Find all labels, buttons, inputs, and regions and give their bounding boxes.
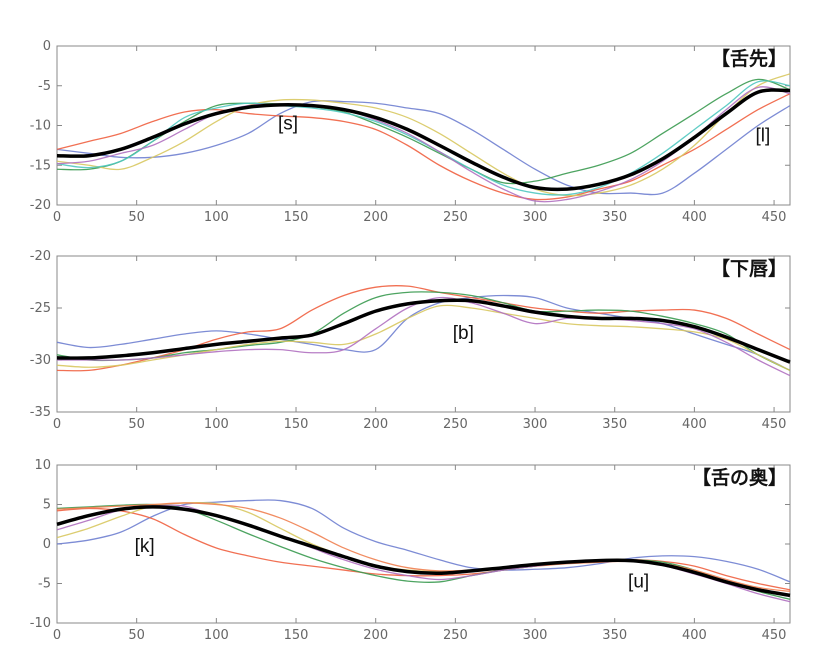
- y-tick-label: -15: [30, 158, 51, 173]
- trial-series-line: [56, 100, 791, 196]
- y-tick-label: 0: [43, 39, 51, 54]
- x-tick-label: 300: [523, 628, 548, 643]
- y-tick-label: -25: [30, 301, 51, 316]
- x-tick-label: 400: [682, 210, 707, 225]
- x-tick-label: 200: [363, 417, 388, 432]
- y-tick-label: -30: [30, 353, 51, 368]
- trial-series-line: [56, 507, 791, 591]
- x-tick-label: 250: [443, 628, 468, 643]
- x-tick-label: 200: [363, 210, 388, 225]
- x-tick-label: 0: [53, 628, 61, 643]
- phoneme-annotation: [k]: [135, 536, 155, 557]
- y-tick-label: -20: [30, 249, 51, 264]
- x-tick-label: 0: [53, 417, 61, 432]
- x-tick-label: 300: [523, 210, 548, 225]
- y-tick-label: 10: [34, 458, 51, 473]
- phoneme-annotation: [s]: [278, 113, 298, 134]
- x-tick-label: 100: [204, 417, 229, 432]
- y-tick-label: -10: [30, 119, 51, 134]
- y-tick-label: 5: [43, 498, 51, 513]
- x-tick-label: 450: [762, 210, 787, 225]
- x-tick-label: 400: [682, 417, 707, 432]
- mean-series-line: [56, 298, 791, 364]
- x-tick-label: 50: [128, 210, 145, 225]
- x-tick-label: 400: [682, 628, 707, 643]
- plot-area: [56, 255, 791, 413]
- x-tick-label: 150: [284, 628, 309, 643]
- subplot-title: 【舌の奥】: [692, 466, 787, 489]
- plot-area: [56, 464, 791, 624]
- subplot-1: 0 50 100 150 200 250 300 350 400 450 0 -5 -10 -15 -20 【…: [30, 39, 791, 225]
- mean-series-line: [56, 505, 791, 598]
- phoneme-annotation: [b]: [453, 323, 474, 344]
- x-tick-label: 450: [762, 417, 787, 432]
- y-tick-label: -5: [38, 79, 51, 94]
- x-tick-label: 100: [204, 210, 229, 225]
- x-tick-label: 150: [284, 210, 309, 225]
- trial-series-line: [56, 291, 791, 371]
- trial-series-line: [56, 80, 791, 196]
- y-tick-label: -20: [30, 198, 51, 213]
- y-tick-label: 0: [43, 537, 51, 552]
- x-tick-label: 50: [128, 417, 145, 432]
- x-tick-label: 350: [602, 417, 627, 432]
- subplot-2: 0 50 100 150 200 250 300 350 400 450 -20 -25 -30 -35 【…: [30, 249, 791, 432]
- y-tick-label: -35: [30, 405, 51, 420]
- x-tick-label: 350: [602, 210, 627, 225]
- x-tick-label: 100: [204, 628, 229, 643]
- subplot-title: 【舌先】: [711, 47, 787, 70]
- x-tick-label: 250: [443, 210, 468, 225]
- phoneme-annotation: [u]: [628, 571, 649, 592]
- x-tick-label: 150: [284, 417, 309, 432]
- trial-series-line: [56, 73, 791, 197]
- mean-series-line: [56, 88, 791, 192]
- subplot-3: 0 50 100 150 200 250 300 350 400 4501050-5-10【舌の奥…: [30, 458, 791, 643]
- x-tick-label: 300: [523, 417, 548, 432]
- y-tick-label: -10: [30, 616, 51, 631]
- x-tick-label: 450: [762, 628, 787, 643]
- trial-series-line: [56, 93, 791, 201]
- phoneme-annotation: [l]: [756, 125, 771, 146]
- y-tick-label: -5: [38, 577, 51, 592]
- x-tick-label: 250: [443, 417, 468, 432]
- x-tick-label: 50: [128, 628, 145, 643]
- x-tick-label: 200: [363, 628, 388, 643]
- x-tick-label: 350: [602, 628, 627, 643]
- trial-series-line: [56, 86, 791, 203]
- subplot-title: 【下唇】: [711, 257, 787, 280]
- x-tick-label: 0: [53, 210, 61, 225]
